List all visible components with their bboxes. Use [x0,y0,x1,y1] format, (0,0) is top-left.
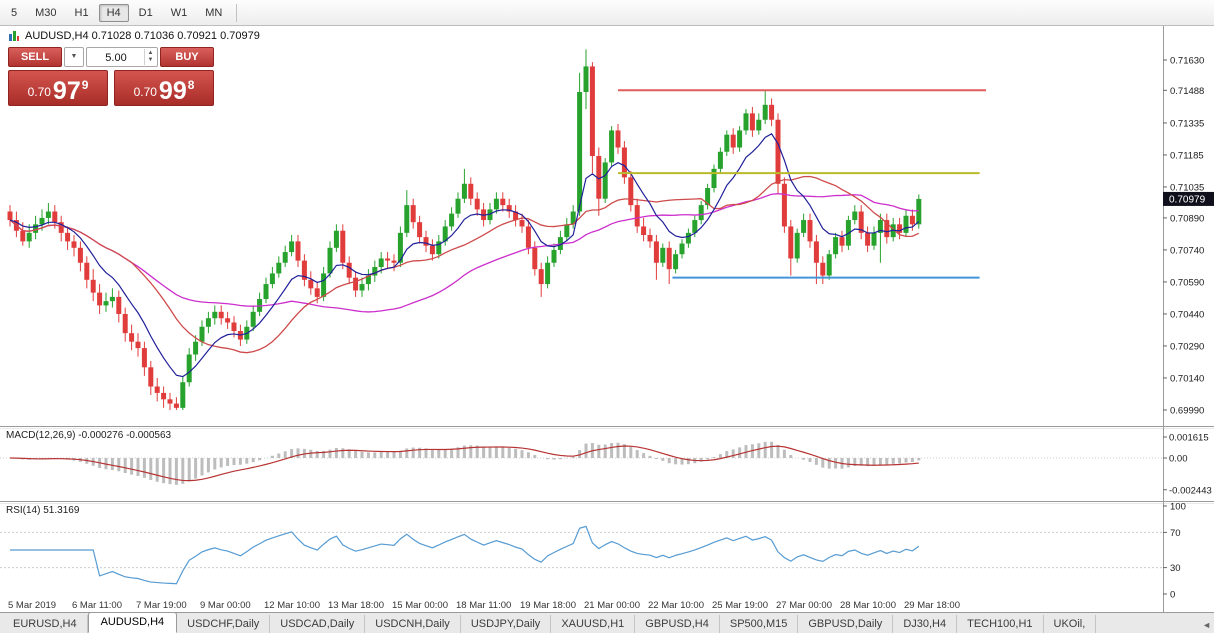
price-scale-label: 0.71035 [1170,182,1204,193]
rsi-scale-label: 100 [1170,502,1186,513]
chart-window: 0.71630 0.71488 0.71335 0.71185 0.71035 0.708… [0,26,1214,612]
lot-stepper[interactable]: ▲ ▼ [144,49,156,65]
toolbar-separator [236,3,238,22]
bid-prefix: 0.70 [27,85,51,99]
chevron-down-icon: ▼ [70,53,78,60]
timeframe-button-h4[interactable]: H4 [98,3,129,22]
price-scale-label: 0.70590 [1170,277,1204,288]
chart-tab[interactable]: USDCHF,Daily [177,615,271,633]
chart-tab[interactable]: GBPUSD,Daily [798,615,894,633]
price-scale-label: 0.70140 [1170,373,1204,384]
time-axis-label: 19 Mar 18:00 [520,600,576,611]
ask-prefix: 0.70 [133,85,157,99]
buy-button[interactable]: BUY [160,47,214,67]
chart-tab[interactable]: USDCAD,Daily [270,615,366,633]
macd-scale-label: 0.00 [1169,454,1188,465]
timeframe-buttons: 5 M30 H1 H4 D1 W1 MN [2,3,231,22]
time-axis-label: 18 Mar 11:00 [456,600,511,611]
time-axis-label: 13 Mar 18:00 [328,600,384,611]
bid-price-button[interactable]: 0.70 97 9 [8,70,108,106]
time-axis-label: 25 Mar 19:00 [712,600,768,611]
price-scale-label: 0.70740 [1170,245,1204,256]
macd-indicator-label: MACD(12,26,9) -0.000276 -0.000563 [6,430,172,441]
bid-pip-digit: 9 [81,78,89,92]
chart-tab[interactable]: USDCNH,Daily [365,615,461,633]
price-scale-label: 0.71488 [1170,86,1204,97]
stepper-up-icon[interactable]: ▲ [147,50,154,56]
macd-scale-label: -0.002443 [1169,485,1212,496]
price-scale-label: 0.71185 [1170,150,1204,161]
tab-scroll-button[interactable]: ◄ [1202,620,1211,630]
price-panel [7,49,986,410]
current-price-badge-text: 0.70979 [1169,194,1206,205]
lot-size-input[interactable] [87,49,157,67]
time-axis-label: 12 Mar 10:00 [264,600,320,611]
macd-panel [0,441,1163,485]
rsi-scale-label: 70 [1170,528,1181,539]
time-axis-label: 9 Mar 00:00 [200,600,251,611]
price-scale-label: 0.70290 [1170,341,1204,352]
time-axis-label: 29 Mar 18:00 [904,600,960,611]
time-axis-label: 5 Mar 2019 [8,600,56,611]
time-axis-label: 22 Mar 10:00 [648,600,704,611]
ask-pip-digit: 8 [187,78,195,92]
lot-dropdown-button[interactable]: ▼ [64,47,84,67]
rsi-panel [0,525,1163,585]
macd-scale-label: 0.001615 [1169,433,1209,444]
time-axis-label: 28 Mar 10:00 [840,600,896,611]
time-axis-label: 6 Mar 11:00 [72,600,122,611]
chart-tab[interactable]: AUDUSD,H4 [87,613,178,633]
rsi-scale-label: 30 [1170,563,1181,574]
price-scale-label: 0.71335 [1170,118,1204,129]
chart-tab[interactable]: DJ30,H4 [893,615,958,633]
chart-title-text: AUDUSD,H4 0.71028 0.71036 0.70921 0.7097… [25,30,260,42]
timeframe-button-w1[interactable]: W1 [170,6,188,19]
sell-button[interactable]: SELL [8,47,62,67]
chart-tab[interactable]: EURUSD,H4 [3,615,88,633]
price-scale-label: 0.71630 [1170,56,1204,67]
rsi-indicator-label: RSI(14) 51.3169 [6,505,80,516]
chart-tab[interactable]: GBPUSD,H4 [635,615,720,633]
chart-icon [9,31,19,41]
ask-price-button[interactable]: 0.70 99 8 [114,70,214,106]
price-scale-label: 0.69990 [1170,405,1204,416]
rsi-scale-label: 0 [1170,590,1175,601]
current-price-badge [1163,191,1214,206]
chart-tab[interactable]: USDJPY,Daily [461,615,552,633]
time-axis-label: 27 Mar 00:00 [776,600,832,611]
timeframe-button-d1[interactable]: D1 [138,6,153,19]
timeframe-button-m30[interactable]: M30 [35,6,57,19]
chart-tab[interactable]: XAUUSD,H1 [551,615,636,633]
price-scale-label: 0.70440 [1170,309,1204,320]
time-axis-label: 21 Mar 00:00 [584,600,640,611]
chart-tab[interactable]: TECH100,H1 [957,615,1044,633]
chart-tab[interactable]: UKOil, [1044,615,1097,633]
one-click-trading-panel: SELL ▼ ▲ ▼ BUY 0.70 97 9 0.70 99 [8,47,214,106]
time-axis-label: 7 Mar 19:00 [136,600,187,611]
timeframe-toolbar: 5 M30 H1 H4 D1 W1 MN [0,0,1214,26]
tab-scroll-left-icon: ◄ [1202,620,1211,630]
ask-big-digits: 99 [158,77,187,105]
chart-tab-items: EURUSD,H4 AUDUSD,H4 USDCHF,Daily USDCAD,Dai… [3,613,1097,633]
time-axis-label: 15 Mar 00:00 [392,600,448,611]
chart-title: AUDUSD,H4 0.71028 0.71036 0.70921 0.7097… [8,30,260,42]
stepper-down-icon[interactable]: ▼ [147,57,154,63]
timeframe-button-mn[interactable]: MN [205,6,223,19]
timeframe-button-5[interactable]: 5 [11,6,18,19]
price-scale-label: 0.70890 [1170,213,1204,224]
timeframe-button-h1[interactable]: H1 [74,6,89,19]
lot-size-box: ▲ ▼ [86,47,158,67]
chart-canvas[interactable]: 0.716300.714880.713350.711850.710350.708… [0,26,1214,612]
bid-big-digits: 97 [52,77,81,105]
chart-tab[interactable]: SP500,M15 [720,615,799,633]
chart-tabs: EURUSD,H4 AUDUSD,H4 USDCHF,Daily USDCAD,Dai… [0,612,1214,633]
